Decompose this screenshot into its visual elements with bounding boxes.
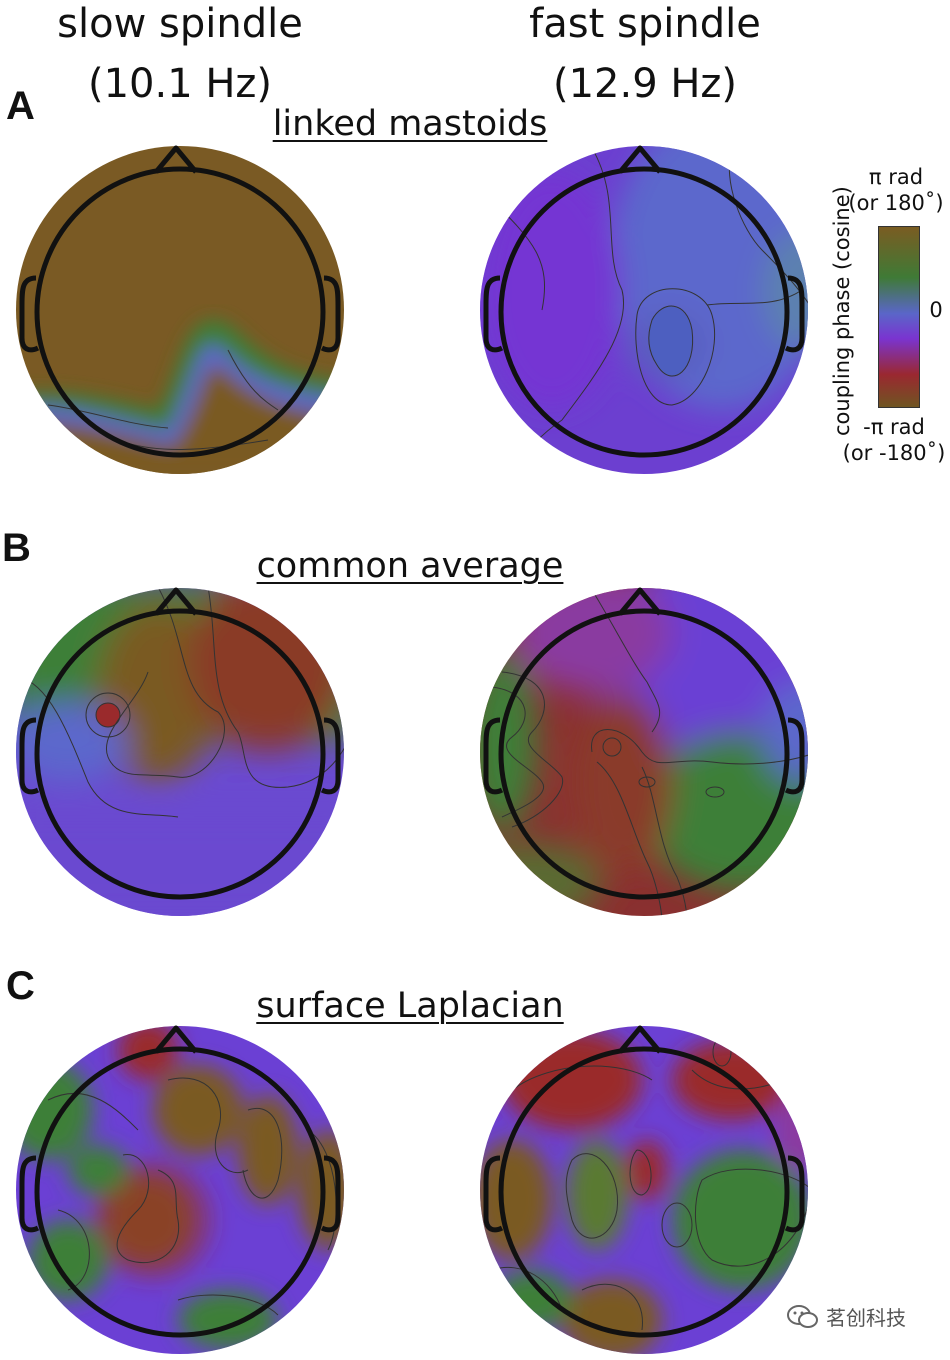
watermark: 茗创科技 [786,1302,906,1331]
panel-title-b: common average [256,546,564,586]
column-title-fast-line1: fast spindle [529,1,761,47]
topomap-c-slow [16,1025,344,1354]
colorbar-bottom-line1: -π rad [863,415,925,439]
panel-title-a: linked mastoids [272,104,548,144]
panel-letter-b: B [2,526,31,570]
colorbar-bottom-label: -π rad (or -180˚) [838,414,950,466]
panel-letter-a: A [6,84,35,128]
topomap-b-fast [480,587,808,916]
colorbar-top-line2: (or 180˚) [848,191,944,215]
column-title-slow-line1: slow spindle [57,1,303,47]
panel-letter-c: C [6,964,35,1008]
column-title-slow: slow spindle (10.1 Hz) [20,0,340,114]
column-title-fast-line2: (12.9 Hz) [552,61,738,107]
colorbar-top-label: π rad (or 180˚) [842,164,950,216]
column-title-slow-line2: (10.1 Hz) [87,61,273,107]
topomap-b-slow [16,587,344,916]
colorbar-top-line1: π rad [868,165,924,189]
wechat-icon [787,1304,818,1328]
column-title-fast: fast spindle (12.9 Hz) [485,0,805,114]
colorbar-bottom-line2: (or -180˚) [842,441,946,465]
topomap-a-fast [480,145,808,474]
colorbar-mid-label: 0 [929,298,943,322]
topomap-c-fast [480,1025,808,1354]
topomap-a-slow [16,145,344,474]
watermark-text: 茗创科技 [826,1306,906,1330]
colorbar [878,226,920,408]
panel-title-c: surface Laplacian [256,986,564,1026]
colorbar-axis-label: coupling phase (cosine) [830,186,854,436]
